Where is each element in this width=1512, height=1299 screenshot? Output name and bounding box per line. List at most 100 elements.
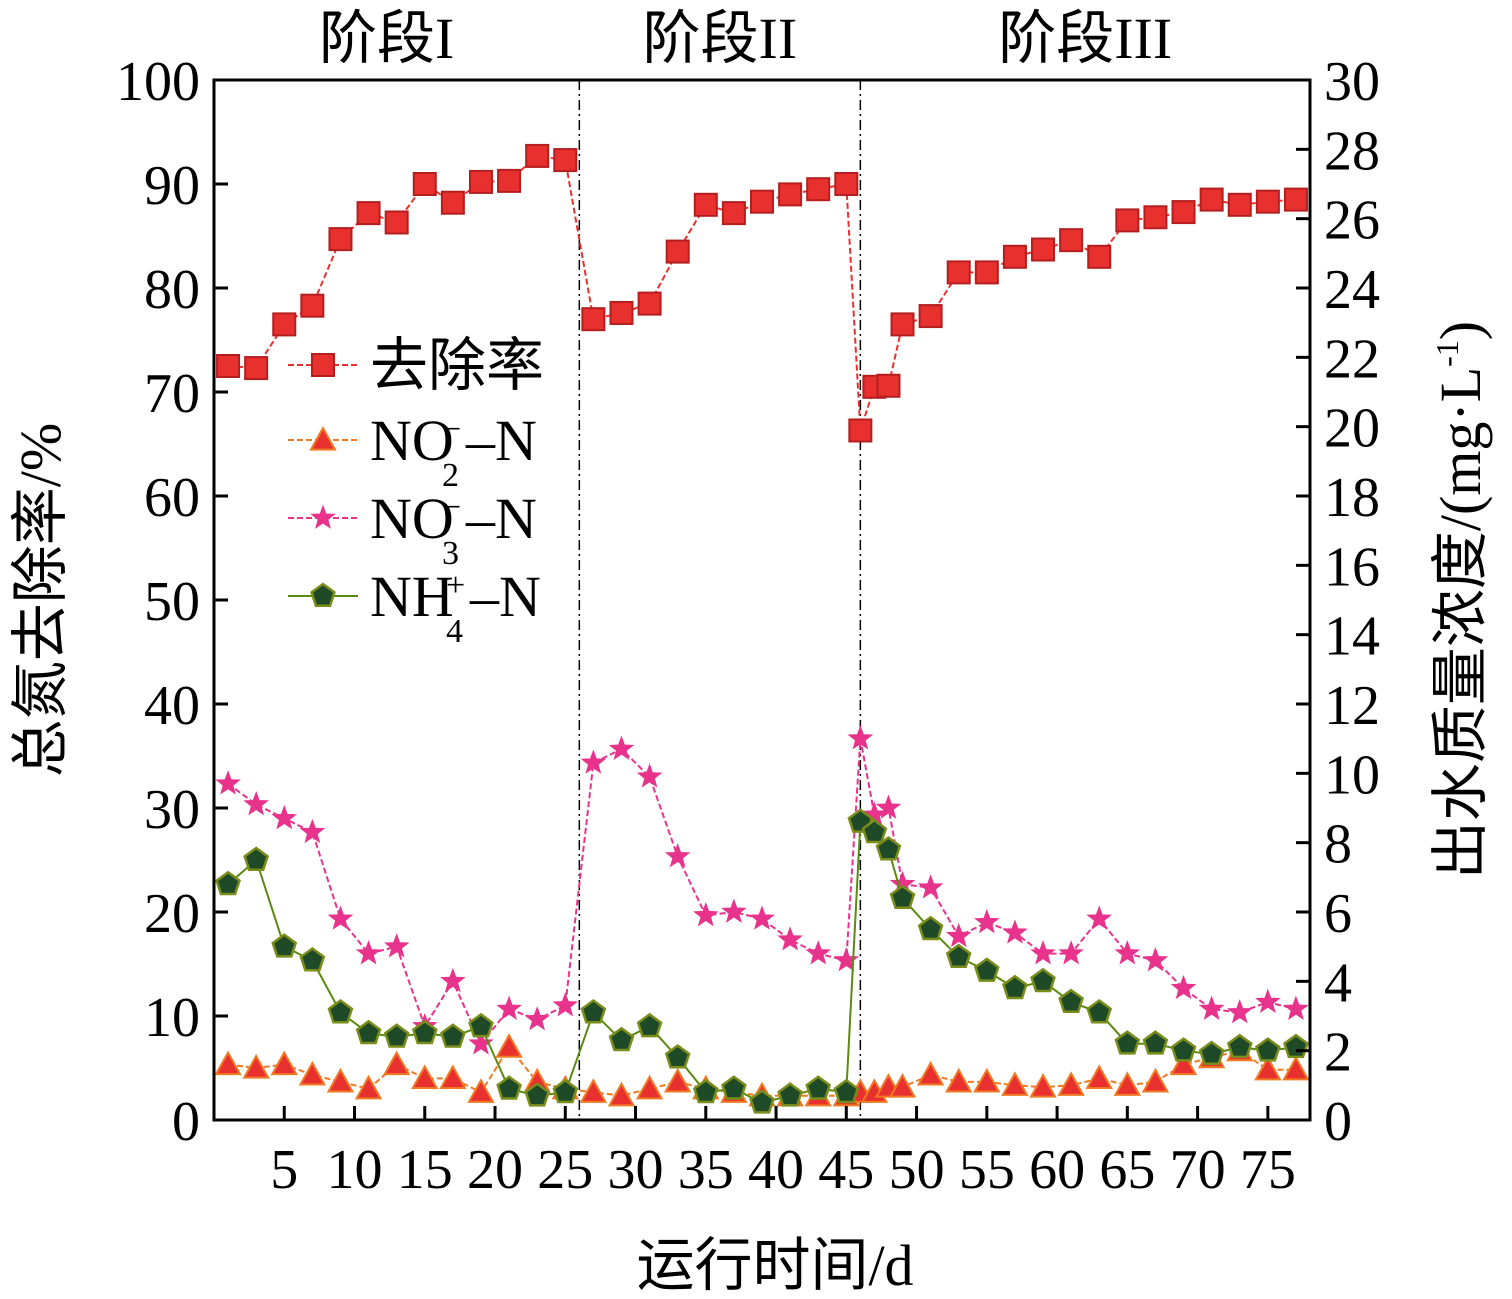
data-point — [271, 804, 298, 830]
data-point — [440, 967, 466, 993]
y-axis-right-label-main: 出水质量浓度/(mg·L — [1428, 367, 1493, 879]
legend-marker — [309, 425, 337, 451]
data-point — [581, 307, 606, 332]
data-point — [1114, 1030, 1141, 1055]
x-tick-label: 25 — [537, 1139, 593, 1201]
data-point — [1255, 988, 1281, 1013]
data-point — [244, 356, 269, 381]
data-point — [1030, 940, 1056, 965]
x-tick-label: 65 — [1099, 1139, 1155, 1201]
data-point — [1001, 1071, 1029, 1096]
data-point — [973, 957, 1000, 982]
data-point — [1254, 1055, 1282, 1081]
data-point — [411, 1019, 438, 1045]
y-right-tick-label: 28 — [1324, 120, 1380, 182]
legend-label-sup: + — [446, 567, 465, 604]
legend-marker — [311, 353, 335, 377]
data-point — [721, 201, 746, 226]
data-point — [875, 794, 902, 819]
data-point — [1199, 187, 1224, 212]
data-point — [1031, 237, 1056, 262]
data-point — [1227, 192, 1252, 217]
y-left-tick-label: 60 — [144, 467, 200, 529]
series-line — [227, 819, 1297, 1104]
data-point — [663, 1067, 692, 1093]
data-point — [497, 168, 522, 193]
data-point — [440, 1023, 466, 1048]
stage-label: 阶段II — [643, 6, 798, 71]
data-point — [1085, 1064, 1113, 1089]
x-tick-label: 30 — [608, 1139, 664, 1201]
data-point — [888, 1073, 917, 1098]
data-point — [945, 943, 972, 969]
data-point — [552, 992, 579, 1017]
data-point — [973, 1067, 1001, 1093]
data-point — [1170, 1037, 1197, 1062]
x-tick-label: 70 — [1170, 1139, 1226, 1201]
data-point — [299, 946, 326, 972]
y-right-tick-label: 24 — [1324, 259, 1380, 321]
y-axis-right-label: 出水质量浓度/(mg·L-1) — [1428, 321, 1493, 879]
data-point — [946, 260, 971, 285]
data-point — [467, 1078, 495, 1103]
data-point — [383, 1023, 410, 1048]
y-left-tick-label: 30 — [144, 779, 200, 841]
data-point — [637, 291, 662, 316]
data-point — [355, 1019, 382, 1045]
data-point — [468, 1012, 494, 1038]
data-point — [272, 312, 297, 337]
data-point — [974, 908, 1000, 934]
y-right-tick-label: 2 — [1324, 1022, 1352, 1084]
x-tick-label: 60 — [1029, 1139, 1085, 1201]
data-point — [636, 763, 663, 788]
legend-label: NO− 2–N — [370, 408, 537, 494]
data-point — [440, 190, 465, 215]
data-point — [496, 995, 522, 1020]
data-point — [607, 1081, 636, 1107]
data-point — [833, 947, 860, 972]
data-point — [1113, 1071, 1142, 1096]
data-point — [875, 836, 902, 861]
data-point — [327, 905, 354, 930]
x-tick-label: 55 — [959, 1139, 1015, 1201]
x-tick-label: 10 — [327, 1139, 383, 1201]
y-axis-right-label-sup: -1 — [1429, 340, 1465, 367]
stage-labels: 阶段I 阶段II 阶段III — [319, 6, 1172, 71]
data-point — [216, 354, 241, 378]
data-point — [1254, 1037, 1281, 1062]
legend-label-main: NO — [370, 408, 454, 473]
data-point — [382, 1050, 411, 1076]
data-point — [721, 1075, 747, 1100]
data-point — [917, 874, 944, 899]
data-point — [847, 725, 874, 750]
data-point — [890, 312, 915, 337]
y-right-tick-label: 20 — [1324, 398, 1380, 460]
y-left-tick-label: 100 — [116, 51, 200, 113]
x-tick-label: 50 — [889, 1139, 945, 1201]
data-point — [299, 818, 326, 844]
data-point — [412, 172, 437, 196]
data-point — [1029, 1073, 1057, 1098]
data-point — [356, 201, 381, 226]
data-point — [439, 1064, 467, 1089]
data-point — [496, 1075, 522, 1100]
data-point — [495, 1033, 523, 1058]
data-point — [918, 304, 943, 329]
y-right-tick-label: 16 — [1324, 536, 1380, 598]
y-right-tick-label: 22 — [1324, 328, 1380, 390]
y-left-tick-label: 50 — [144, 571, 200, 633]
legend-marker — [310, 582, 336, 607]
data-point — [1283, 995, 1309, 1020]
data-point — [355, 940, 382, 965]
data-point — [749, 905, 775, 930]
data-point — [243, 846, 270, 871]
data-point — [749, 1089, 775, 1114]
y-right-tick-label: 18 — [1324, 467, 1380, 529]
data-point — [215, 770, 241, 795]
y-left-tick-label: 10 — [144, 987, 200, 1049]
y-right-tick-label: 4 — [1324, 952, 1352, 1014]
data-point — [1058, 988, 1084, 1014]
data-point — [326, 1067, 355, 1093]
